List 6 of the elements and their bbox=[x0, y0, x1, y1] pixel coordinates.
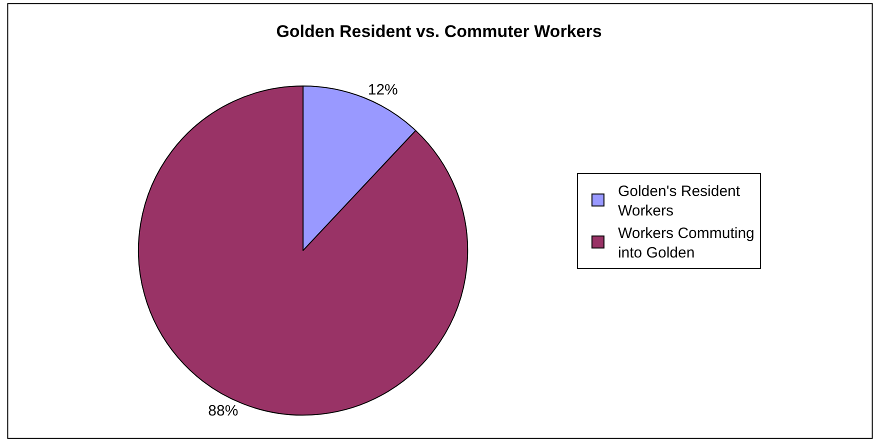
legend-label: Workers Commuting into Golden bbox=[618, 225, 754, 262]
legend-label: Golden's Resident Workers bbox=[618, 183, 741, 220]
data-label: 88% bbox=[208, 402, 238, 420]
data-label: 12% bbox=[368, 82, 398, 99]
chart-title: Golden Resident vs. Commuter Workers bbox=[276, 22, 602, 41]
pie-slice bbox=[138, 85, 468, 416]
